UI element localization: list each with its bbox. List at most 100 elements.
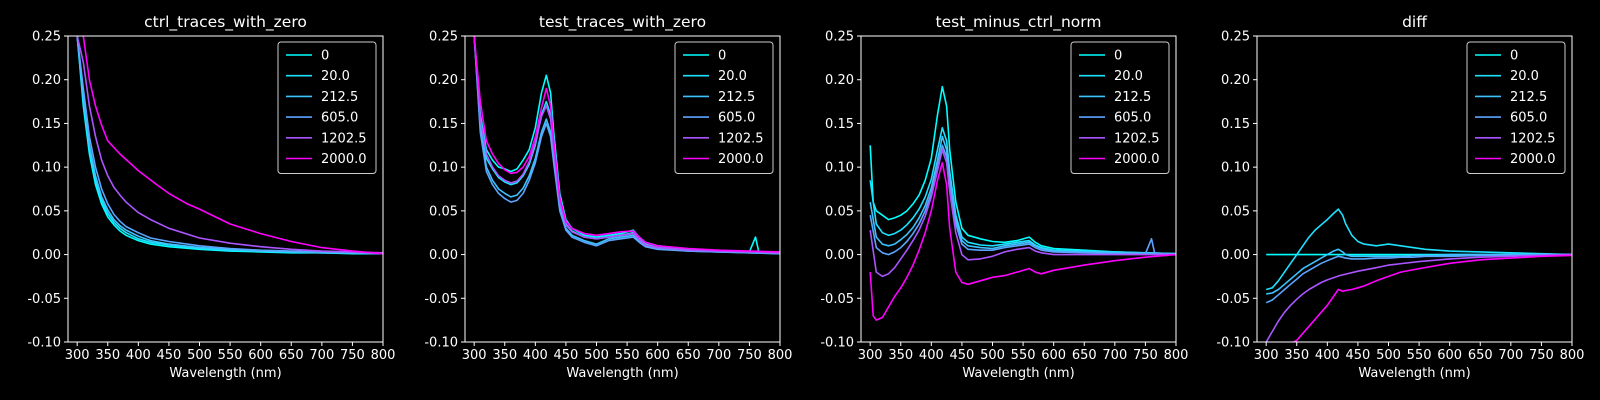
series-line-4 [1265,253,1572,304]
legend-label: 605.0 [1114,111,1151,126]
x-tick-label: 600 [248,348,273,363]
x-tick-label: 500 [980,348,1005,363]
x-tick-label: 300 [65,348,90,363]
legend: 0 20.0 212.5 605.0 1202.5 2000.0 [277,41,377,174]
x-tick-label: 700 [309,348,334,363]
series-line-5 [869,148,1176,278]
x-tick-label: 700 [1498,348,1523,363]
x-tick-label: 400 [919,348,944,363]
y-tick-label: -0.10 [424,336,458,351]
y-tick-label: 0.05 [32,204,61,219]
y-tick-label: 0.05 [825,204,854,219]
legend-label: 2000.0 [718,152,764,167]
y-tick-label: 0.00 [429,248,458,263]
x-tick-label: 800 [768,348,793,363]
legend-label: 605.0 [321,111,358,126]
x-tick-label: 550 [1407,348,1432,363]
y-tick-label: 0.00 [1221,248,1250,263]
x-tick-label: 650 [1072,348,1097,363]
plot-frame [1256,35,1573,343]
x-axis-label: Wavelength (nm) [169,366,281,381]
x-tick-label: 750 [1529,348,1554,363]
series-group [1265,208,1572,342]
y-tick-label: -0.05 [27,292,61,307]
legend-label: 0 [1510,49,1518,64]
x-tick-label: 450 [950,348,975,363]
series-line-4 [869,144,1176,256]
chart-panel-1: 300 350 400 450 500 550 600 650 700 750 800 -0.10 -0… [27,13,395,381]
series-line-6 [1293,254,1572,342]
y-tick-label: 0.20 [429,73,458,88]
x-tick-label: 800 [1560,348,1585,363]
legend-box [1466,41,1566,174]
legend-label: 0 [1114,49,1122,64]
x-tick-label: 750 [340,348,365,363]
series-line-1 [76,36,383,255]
x-tick-label: 500 [187,348,212,363]
legend-label: 0 [718,49,726,64]
x-tick-label: 350 [1284,348,1309,363]
legend-label: 605.0 [1510,111,1547,126]
series-line-5 [1265,253,1572,342]
chart-title: diff [1402,13,1427,31]
x-tick-label: 800 [1164,348,1189,363]
legend-label: 20.0 [1510,69,1539,84]
series-line-6 [82,36,383,255]
x-tick-label: 500 [584,348,609,363]
legend-label: 1202.5 [1510,131,1556,146]
x-tick-label: 700 [1102,348,1127,363]
chart-panel-3: 300 350 400 450 500 550 600 650 700 750 800 -0.10 -0… [820,13,1188,381]
series-group [76,36,383,255]
y-tick-label: 0.15 [32,117,61,132]
series-group [473,36,780,255]
plot-frame [860,35,1177,343]
series-line-6 [869,162,1176,321]
x-axis-label: Wavelength (nm) [566,366,678,381]
x-tick-label: 650 [1468,348,1493,363]
y-tick-label: 0.25 [825,30,854,45]
y-tick-label: 0.25 [1221,30,1250,45]
x-tick-label: 700 [706,348,731,363]
plot-frame [464,35,781,343]
series-line-2 [1265,208,1572,291]
series-line-5 [76,36,383,254]
x-tick-label: 750 [737,348,762,363]
x-tick-label: 550 [615,348,640,363]
x-tick-label: 350 [888,348,913,363]
legend-label: 1202.5 [1114,131,1160,146]
x-tick-label: 400 [523,348,548,363]
legend-box [277,41,377,174]
y-tick-label: 0.15 [1221,117,1250,132]
legend-box [674,41,774,174]
series-line-1 [869,85,1176,255]
legend-label: 2000.0 [1114,152,1160,167]
y-tick-label: -0.10 [820,336,854,351]
series-line-6 [473,36,780,253]
legend: 0 20.0 212.5 605.0 1202.5 2000.0 [1070,41,1170,174]
x-axis-label: Wavelength (nm) [962,366,1074,381]
x-tick-label: 350 [95,348,120,363]
y-tick-label: 0.10 [825,161,854,176]
x-tick-label: 750 [1133,348,1158,363]
x-tick-label: 550 [1011,348,1036,363]
legend-label: 212.5 [718,90,755,105]
x-tick-label: 600 [1437,348,1462,363]
series-line-4 [473,36,780,255]
chart-panel-2: 300 350 400 450 500 550 600 650 700 750 800 -0.10 -0… [424,13,792,381]
y-tick-label: 0.05 [429,204,458,219]
legend-label: 2000.0 [1510,152,1556,167]
chart-title: ctrl_traces_with_zero [144,13,307,32]
y-tick-label: 0.00 [825,248,854,263]
x-tick-label: 550 [218,348,243,363]
y-tick-label: 0.10 [429,161,458,176]
y-tick-label: -0.10 [27,336,61,351]
x-tick-label: 650 [676,348,701,363]
x-tick-label: 400 [126,348,151,363]
legend: 0 20.0 212.5 605.0 1202.5 2000.0 [674,41,774,174]
chart-title: test_minus_ctrl_norm [936,13,1102,32]
y-tick-label: -0.05 [820,292,854,307]
y-tick-label: 0.00 [32,248,61,263]
plot-frame [67,35,384,343]
x-tick-label: 800 [371,348,396,363]
